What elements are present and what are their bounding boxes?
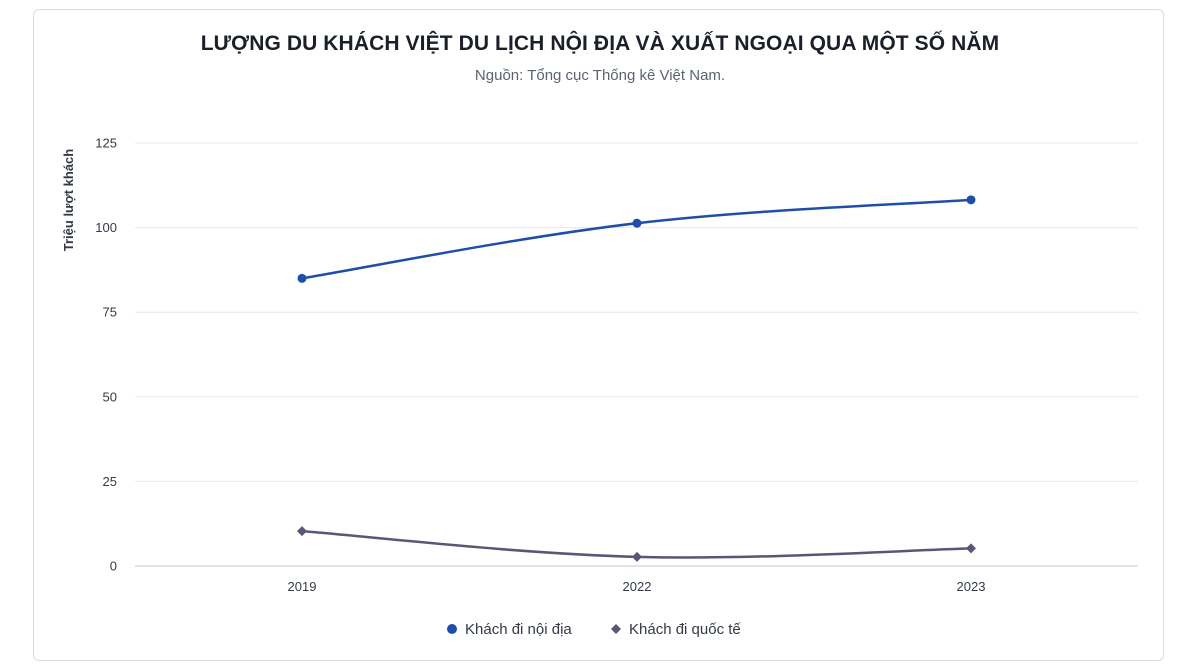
legend-label: Khách đi quốc tế: [629, 621, 741, 638]
y-tick-label: 0: [110, 559, 117, 574]
y-tick-label: 50: [103, 389, 117, 404]
series-line-1: [300, 198, 973, 280]
x-tick-label: 2022: [623, 579, 652, 594]
legend-item-1[interactable]: Khách đi nội địa: [447, 621, 572, 638]
data-point[interactable]: [632, 218, 642, 228]
y-tick-label: 125: [95, 136, 117, 151]
grid-lines: [135, 142, 1138, 567]
legend: Khách đi nội địa Khách đi quốc tế: [447, 621, 741, 638]
chart-card: [33, 9, 1164, 661]
data-point[interactable]: [297, 273, 307, 283]
data-point[interactable]: [966, 195, 976, 205]
x-tick-label: 2023: [957, 579, 986, 594]
chart-subtitle: Nguồn: Tổng cục Thống kê Việt Nam.: [474, 67, 726, 84]
x-tick-label: 2019: [288, 579, 317, 594]
data-point[interactable]: [966, 543, 976, 554]
legend-item-2[interactable]: Khách đi quốc tế: [611, 621, 741, 638]
data-point[interactable]: [632, 551, 642, 562]
y-tick-label: 25: [103, 474, 117, 489]
series-layer: [297, 195, 976, 562]
legend-diamond-icon: [611, 624, 621, 634]
legend-circle-icon: [447, 624, 457, 634]
chart-title: LƯỢNG DU KHÁCH VIỆT DU LỊCH NỘI ĐỊA VÀ X…: [200, 32, 1000, 55]
axes: 0 25 50 75 100 125 2019 2022 2023 Triệu lượt khác…: [61, 136, 985, 595]
y-axis-title: Triệu lượt khách: [61, 149, 76, 252]
y-tick-label: 75: [103, 305, 117, 320]
legend-label: Khách đi nội địa: [465, 621, 572, 638]
y-tick-label: 100: [95, 220, 117, 235]
data-point[interactable]: [297, 526, 307, 537]
